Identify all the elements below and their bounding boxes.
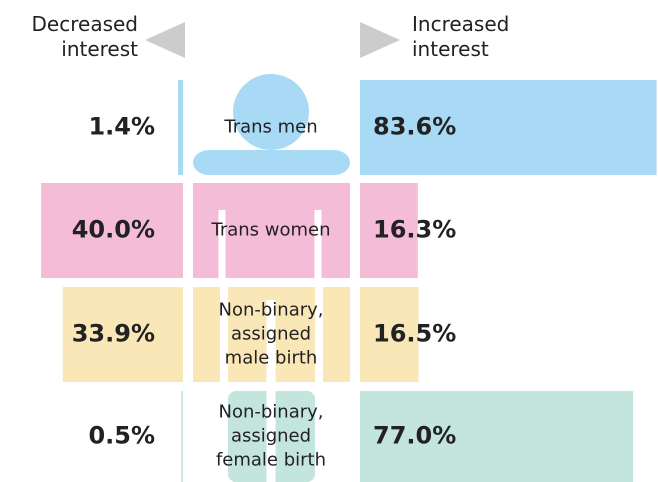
value-label: 33.9% [72, 320, 155, 348]
category-line: assigned [231, 324, 311, 345]
category-label: Trans men [223, 117, 317, 138]
value-label: 16.3% [373, 216, 456, 244]
bar [41, 183, 183, 278]
bar [360, 80, 657, 175]
bar [360, 391, 634, 482]
category-line: Trans men [223, 117, 317, 138]
category-line: Non-binary, [218, 402, 323, 423]
left-header: Decreased interest [31, 12, 138, 61]
bar [360, 183, 418, 278]
value-label: 77.0% [373, 422, 456, 450]
category-line: assigned [231, 426, 311, 447]
category-label: Non-binary, assigned male birth [218, 300, 323, 369]
bar [178, 80, 183, 175]
body [193, 150, 350, 175]
category-line: Non-binary, [218, 300, 323, 321]
body [323, 287, 350, 382]
left-arrow [145, 22, 185, 58]
category-line: Trans women [210, 220, 330, 241]
value-label: 40.0% [72, 216, 155, 244]
bar [62, 287, 183, 382]
category-label: Non-binary, assigned female birth [216, 402, 326, 471]
value-label: 0.5% [88, 422, 155, 450]
head [233, 74, 309, 150]
category-label: Trans women [210, 220, 330, 241]
right-header: Increased interest [412, 12, 510, 61]
bar [181, 391, 183, 482]
value-label: 1.4% [88, 113, 155, 141]
right-arrow [360, 22, 400, 58]
value-label: 16.5% [373, 320, 456, 348]
category-line: male birth [225, 348, 318, 369]
body [193, 287, 220, 382]
category-line: female birth [216, 450, 326, 471]
value-label: 83.6% [373, 113, 456, 141]
bar [360, 287, 419, 382]
